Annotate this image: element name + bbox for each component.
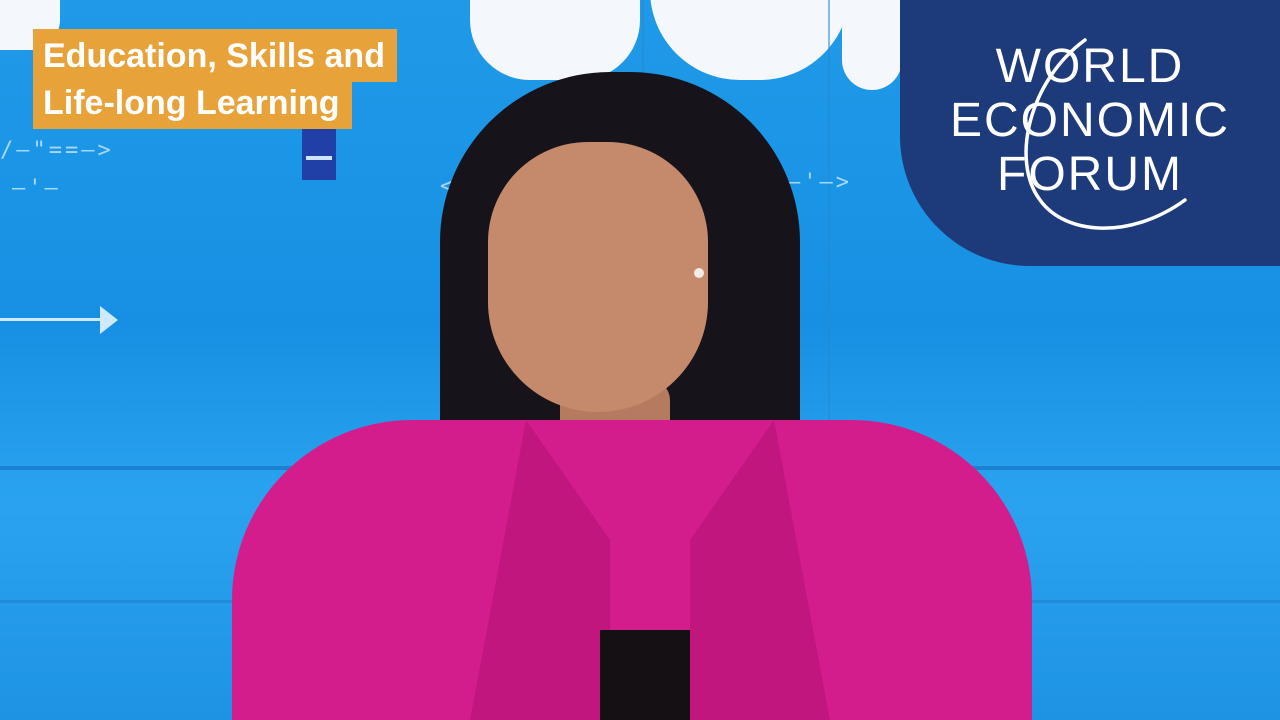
presenter-top [600, 630, 690, 720]
screen-seam [828, 0, 830, 470]
backdrop-letter-shape [470, 0, 640, 80]
wef-logo: WORLD ECONOMIC FORUM [900, 0, 1280, 266]
wef-logo-text: WORLD ECONOMIC FORUM [900, 40, 1280, 202]
wef-logo-line-1: WORLD [995, 40, 1185, 93]
backdrop-letter-shape [842, 0, 902, 90]
backdrop-graphic [302, 128, 336, 180]
backdrop-arrow-head [100, 306, 118, 334]
topic-label-line-1: Education, Skills and [33, 29, 397, 82]
topic-label-line-2: Life-long Learning [33, 82, 352, 129]
wef-logo-arc-icon [1024, 38, 1187, 230]
backdrop-doodle: —'— [12, 176, 61, 201]
presenter-face [488, 142, 708, 412]
presenter-earring [694, 268, 704, 278]
backdrop-doodle: /—"==—> [0, 138, 114, 163]
topic-label: Education, Skills and Life-long Learning [33, 29, 397, 129]
wef-logo-line-2: ECONOMIC [950, 94, 1230, 147]
backdrop-arrow [0, 318, 112, 321]
